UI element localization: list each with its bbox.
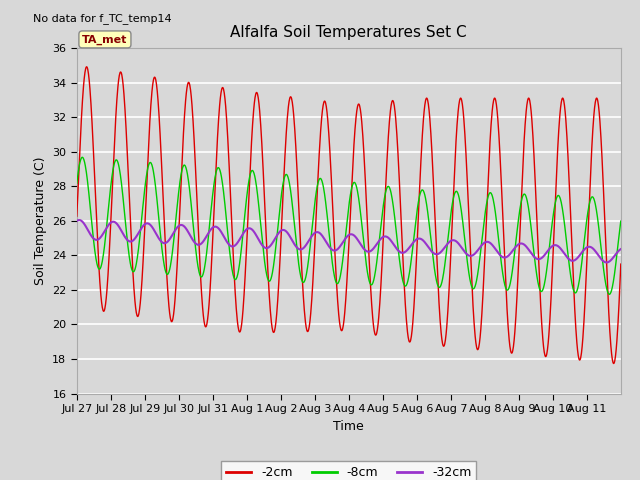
Text: No data for f_TC_temp14: No data for f_TC_temp14 [33,13,172,24]
Y-axis label: Soil Temperature (C): Soil Temperature (C) [33,156,47,285]
Legend: -2cm, -8cm, -32cm: -2cm, -8cm, -32cm [221,461,476,480]
Title: Alfalfa Soil Temperatures Set C: Alfalfa Soil Temperatures Set C [230,25,467,40]
Text: TA_met: TA_met [82,34,127,45]
X-axis label: Time: Time [333,420,364,432]
